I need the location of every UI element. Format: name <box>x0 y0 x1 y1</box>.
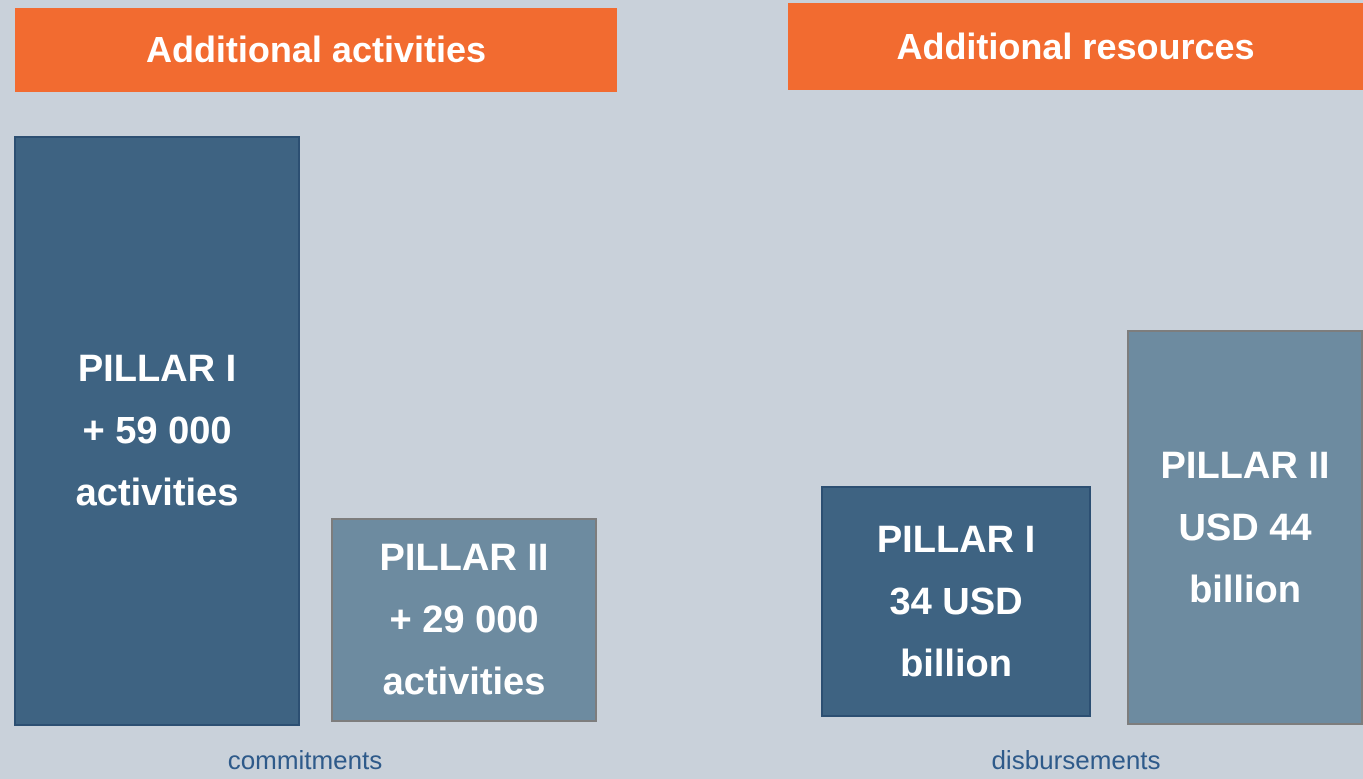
box-line: activities <box>75 472 239 514</box>
panel-title: Additional activities <box>15 8 617 92</box>
box-line: PILLAR I <box>876 518 1036 561</box>
box: PILLAR I 34 USD billion <box>821 486 1091 717</box>
box-line: 34 USD <box>889 580 1023 623</box>
box: PILLAR II USD 44 billion <box>1127 330 1363 725</box>
box-line: PILLAR II <box>1160 444 1330 487</box>
box: PILLAR I + 59 000 activities <box>14 136 300 726</box>
box-line: PILLAR I <box>77 348 237 390</box>
panel-title: Additional resources <box>788 3 1363 90</box>
caption: commitments <box>227 745 383 775</box>
box-line: + 29 000 <box>389 599 539 641</box>
box-line: USD 44 <box>1178 506 1312 549</box>
box-line: + 59 000 <box>82 410 232 452</box>
box-line: billion <box>1189 568 1301 611</box>
caption: disbursements <box>991 745 1161 775</box>
box-line: PILLAR II <box>379 537 549 579</box>
box: PILLAR II + 29 000 activities <box>331 518 597 722</box>
box-line: activities <box>382 661 546 703</box>
box-line: billion <box>900 642 1012 685</box>
